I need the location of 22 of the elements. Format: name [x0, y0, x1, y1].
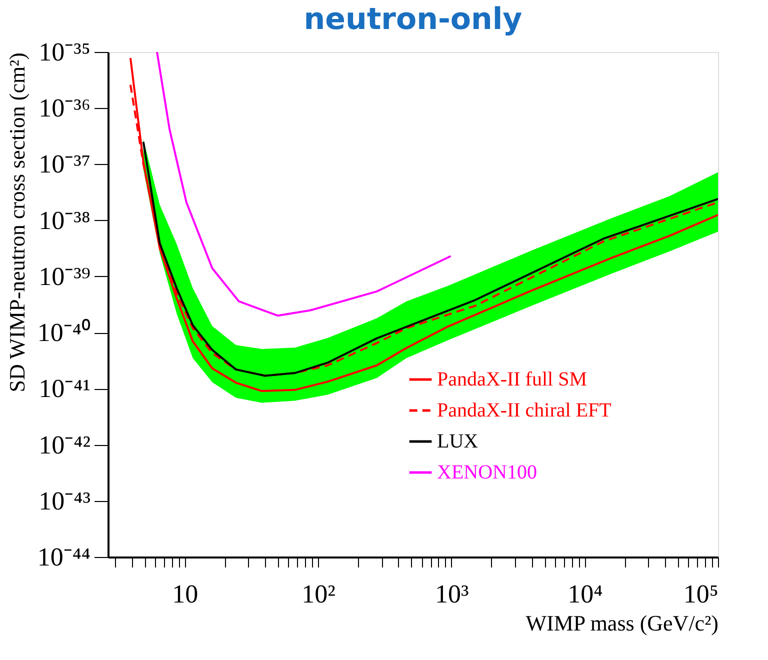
x-tick-label: 10⁴: [568, 580, 603, 608]
y-tick-label: 10⁻³⁷: [38, 150, 90, 179]
legend-label: PandaX-II chiral EFT: [437, 400, 612, 422]
y-tick-label: 10⁻⁴⁴: [37, 542, 90, 572]
y-tick-label: 10⁻³⁵: [38, 38, 90, 66]
y-tick-label: 10⁻⁴²: [38, 430, 91, 460]
x-tick-label: 10³: [434, 580, 469, 608]
legend-label: PandaX-II full SM: [437, 368, 588, 390]
y-tick-label: 10⁻³⁹: [38, 262, 90, 291]
x-tick-label: 10²: [302, 580, 336, 608]
y-tick-label: 10⁻³⁶: [38, 94, 90, 123]
x-axis-title: WIMP mass (GeV/c²): [526, 610, 718, 636]
x-tick-label: 10: [172, 580, 198, 608]
chart-title: neutron-only: [304, 2, 523, 37]
legend-label: XENON100: [437, 462, 537, 484]
y-tick-label: 10⁻³⁸: [38, 206, 90, 235]
y-axis-title: SD WIMP-neutron cross section (cm²): [4, 52, 30, 392]
y-tick-label: 10⁻⁴⁰: [37, 318, 90, 348]
x-tick-label: 10⁵: [683, 580, 718, 608]
y-tick-label: 10⁻⁴³: [38, 486, 91, 516]
legend-label: LUX: [437, 430, 479, 452]
y-tick-label: 10⁻⁴¹: [38, 374, 90, 404]
